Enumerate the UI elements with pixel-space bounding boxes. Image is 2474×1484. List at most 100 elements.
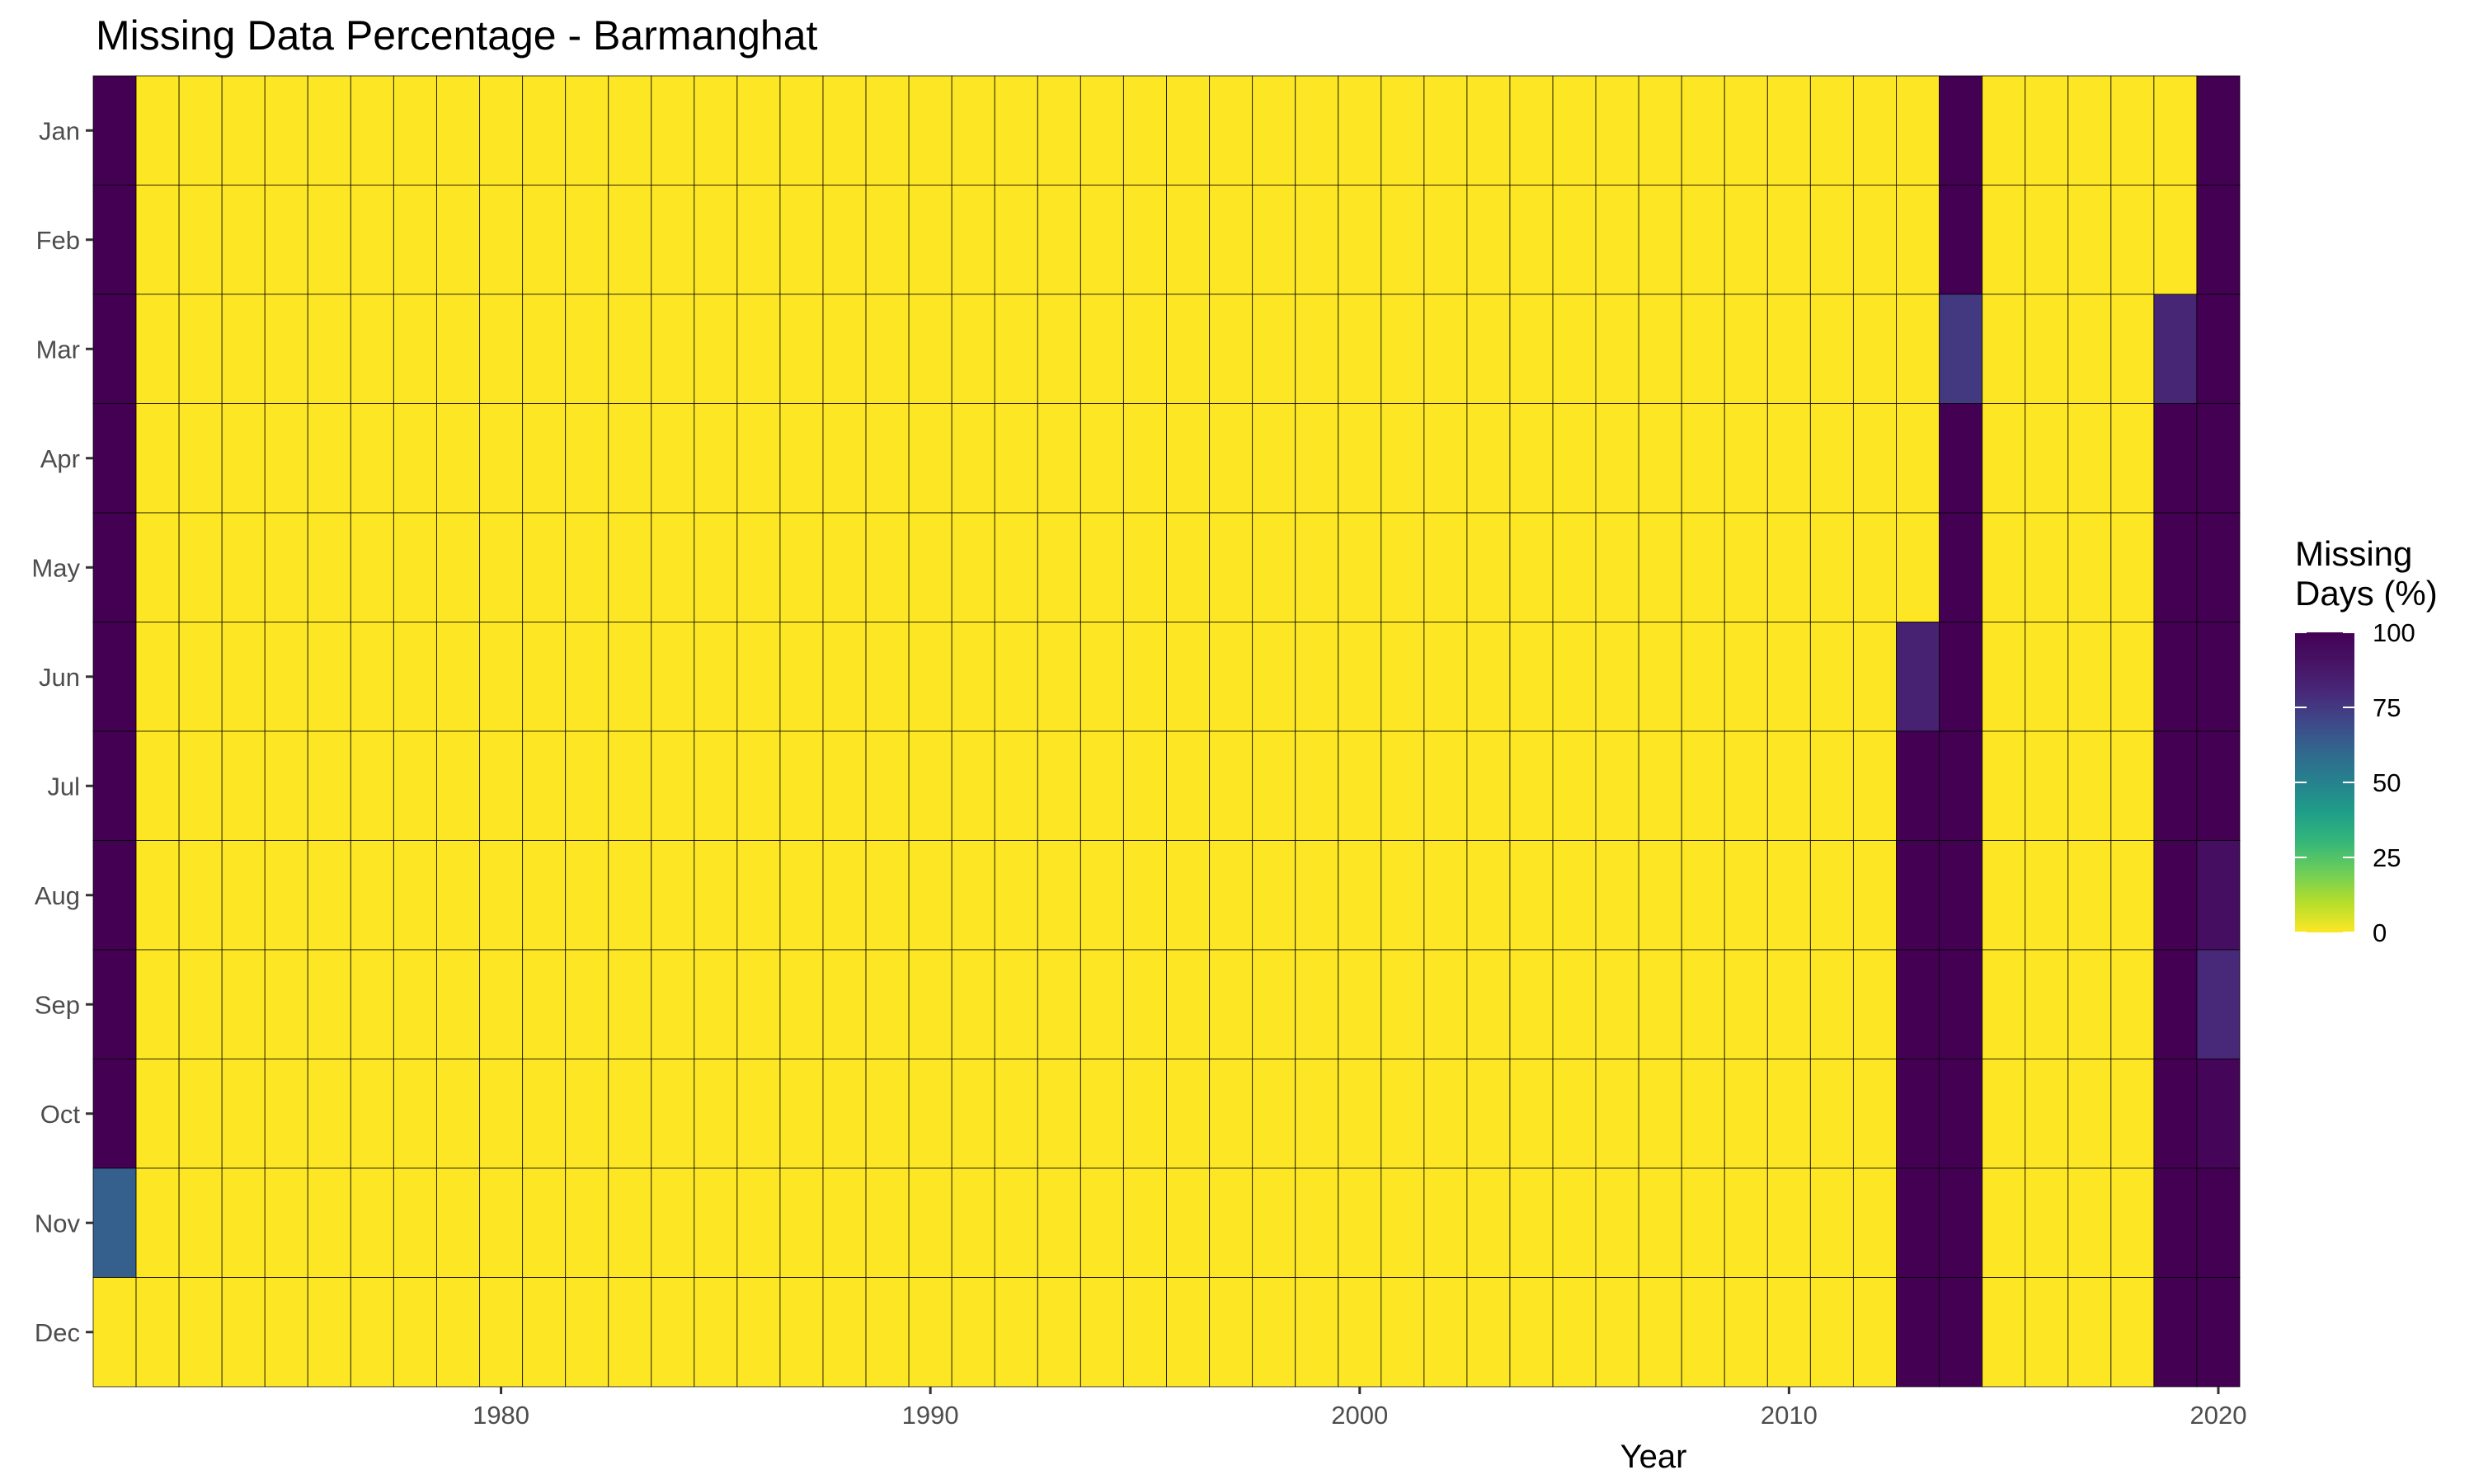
heatmap-cell bbox=[393, 1059, 437, 1169]
heatmap-cell bbox=[435, 622, 481, 732]
heatmap-cell bbox=[651, 294, 695, 404]
heatmap-cell bbox=[1295, 403, 1339, 514]
heatmap-cell bbox=[1896, 840, 1940, 951]
heatmap-cell bbox=[92, 840, 137, 951]
heatmap-cell bbox=[522, 622, 567, 732]
heatmap-cell bbox=[1809, 75, 1854, 186]
heatmap-cell bbox=[1852, 622, 1898, 732]
heatmap-cell bbox=[2025, 730, 2069, 841]
heatmap-cell bbox=[1982, 622, 2026, 732]
y-tick-label: Jan bbox=[39, 116, 80, 145]
heatmap-cell bbox=[1423, 840, 1468, 951]
heatmap-cell bbox=[1509, 294, 1554, 404]
heatmap-cell bbox=[1681, 1167, 1725, 1278]
heatmap-cell bbox=[1295, 1277, 1339, 1388]
heatmap-cell bbox=[1809, 512, 1854, 622]
heatmap-cell bbox=[1037, 294, 1081, 404]
heatmap-cell bbox=[2110, 1277, 2155, 1388]
heatmap-cell bbox=[1852, 949, 1898, 1059]
heatmap-cell bbox=[651, 75, 695, 186]
heatmap-cell bbox=[1681, 512, 1725, 622]
heatmap-cell bbox=[1852, 840, 1898, 951]
heatmap-cell bbox=[221, 403, 266, 514]
heatmap-cell bbox=[1252, 1277, 1296, 1388]
heatmap-cell bbox=[1466, 294, 1511, 404]
heatmap-cell bbox=[178, 75, 223, 186]
heatmap-cell bbox=[2196, 512, 2241, 622]
heatmap-cell bbox=[1982, 730, 2026, 841]
heatmap-cell bbox=[1939, 1059, 1983, 1169]
heatmap-cell bbox=[1380, 730, 1425, 841]
heatmap-cell bbox=[651, 949, 695, 1059]
heatmap-cell bbox=[135, 840, 180, 951]
heatmap-cell bbox=[135, 75, 180, 186]
heatmap-cell bbox=[565, 1059, 609, 1169]
heatmap-cell bbox=[2153, 1277, 2198, 1388]
heatmap-cell bbox=[2025, 1277, 2069, 1388]
heatmap-cell bbox=[221, 622, 266, 732]
heatmap-cell bbox=[2067, 622, 2112, 732]
heatmap-cell bbox=[1466, 185, 1511, 295]
heatmap-cell bbox=[1939, 949, 1983, 1059]
legend-tick-label: 75 bbox=[2373, 693, 2401, 722]
heatmap-cell bbox=[694, 840, 738, 951]
heatmap-cell bbox=[1423, 185, 1468, 295]
heatmap-cell bbox=[2025, 185, 2069, 295]
heatmap-cell bbox=[865, 949, 910, 1059]
heatmap-cell bbox=[565, 185, 609, 295]
heatmap-cell bbox=[1380, 403, 1425, 514]
heatmap-cell bbox=[1766, 1167, 1811, 1278]
heatmap-cell bbox=[1166, 1167, 1211, 1278]
heatmap-cell bbox=[1295, 75, 1339, 186]
heatmap-cell bbox=[350, 75, 394, 186]
heatmap-cell bbox=[1552, 730, 1597, 841]
x-tick-label: 1980 bbox=[473, 1401, 529, 1430]
heatmap-cell bbox=[1509, 1167, 1554, 1278]
heatmap-cell bbox=[608, 294, 652, 404]
heatmap-cell bbox=[264, 1277, 308, 1388]
heatmap-cell bbox=[1466, 840, 1511, 951]
heatmap-cell bbox=[1122, 294, 1167, 404]
heatmap-cell bbox=[1809, 403, 1854, 514]
y-axis: Jan Feb Mar Apr May Jun Jul Aug Sep Oct Nov Dec bbox=[31, 116, 93, 1347]
y-tick-label: Mar bbox=[36, 335, 80, 364]
heatmap-cell bbox=[1079, 185, 1124, 295]
heatmap-cell bbox=[779, 512, 824, 622]
heatmap-cell bbox=[2067, 730, 2112, 841]
heatmap-cell bbox=[951, 403, 995, 514]
heatmap-cell bbox=[393, 294, 437, 404]
y-tick-label: Apr bbox=[40, 444, 80, 473]
heatmap-cell bbox=[1209, 403, 1253, 514]
heatmap-cell bbox=[951, 294, 995, 404]
heatmap-cell bbox=[178, 1059, 223, 1169]
heatmap-cell bbox=[92, 730, 137, 841]
heatmap-cell bbox=[865, 1277, 910, 1388]
heatmap-cell bbox=[1724, 840, 1768, 951]
heatmap-cell bbox=[1595, 1167, 1639, 1278]
heatmap-cell bbox=[393, 75, 437, 186]
heatmap-cell bbox=[736, 512, 781, 622]
heatmap-cell bbox=[1122, 185, 1167, 295]
heatmap-cell bbox=[522, 294, 567, 404]
heatmap-cell bbox=[1509, 403, 1554, 514]
heatmap-cell bbox=[1638, 75, 1682, 186]
heatmap-cell bbox=[2110, 403, 2155, 514]
heatmap-cell bbox=[1166, 403, 1211, 514]
heatmap-cell bbox=[393, 1167, 437, 1278]
heatmap-cell bbox=[2025, 294, 2069, 404]
heatmap-cell bbox=[779, 1277, 824, 1388]
heatmap-cell bbox=[221, 949, 266, 1059]
heatmap-cell bbox=[651, 185, 695, 295]
heatmap-cell bbox=[608, 403, 652, 514]
heatmap-cell bbox=[1896, 75, 1940, 186]
heatmap-cell bbox=[1122, 1277, 1167, 1388]
legend-tick-label: 0 bbox=[2373, 918, 2387, 947]
heatmap-cell bbox=[2196, 730, 2241, 841]
heatmap-cell bbox=[779, 294, 824, 404]
heatmap-cell bbox=[1552, 294, 1597, 404]
heatmap-cell bbox=[1466, 1059, 1511, 1169]
heatmap-cell bbox=[651, 1277, 695, 1388]
heatmap-cell bbox=[694, 403, 738, 514]
heatmap-cell bbox=[1295, 730, 1339, 841]
heatmap-cell bbox=[307, 730, 351, 841]
